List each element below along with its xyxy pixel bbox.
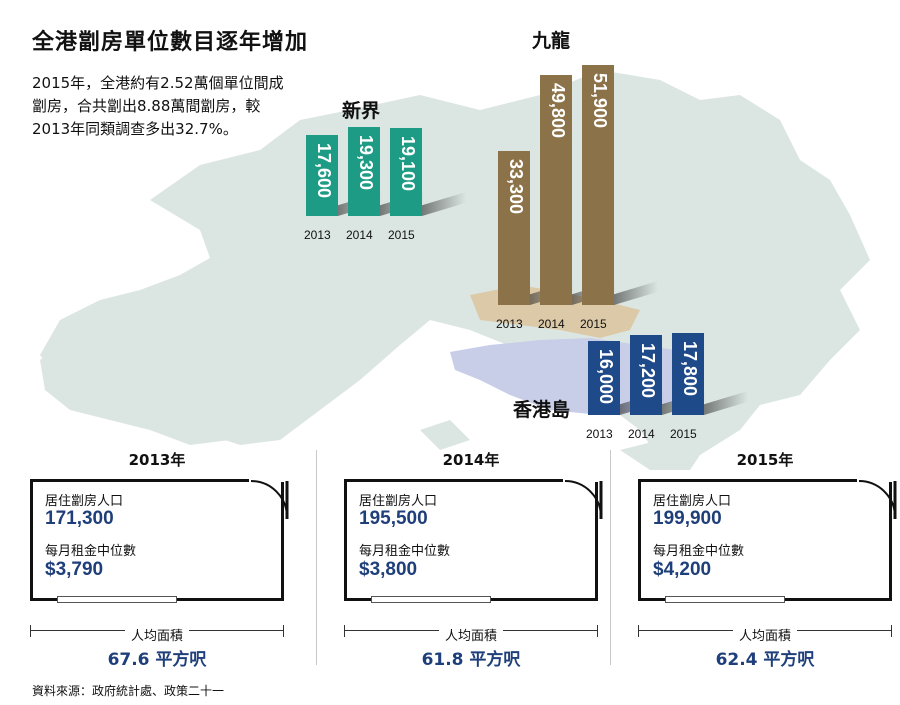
year-tick-label: 2015 bbox=[388, 228, 415, 242]
panel-year: 2013年 bbox=[128, 451, 186, 469]
window-icon bbox=[57, 596, 177, 603]
bar-value-label: 19,100 bbox=[398, 135, 418, 191]
panel-year: 2014年 bbox=[442, 451, 500, 469]
year-tick-label: 2015 bbox=[670, 427, 697, 441]
rent-label: 每月租金中位數 bbox=[45, 544, 137, 559]
rent-label: 每月租金中位數 bbox=[653, 544, 745, 559]
area-value: 61.8 平方呎 bbox=[421, 650, 521, 670]
bar-kowloon-2015: 51,900 bbox=[582, 65, 614, 305]
islet-shape bbox=[620, 440, 700, 470]
rent-value: $3,790 bbox=[45, 559, 104, 580]
bar-value-label: 19,300 bbox=[356, 134, 376, 190]
lantau-shape bbox=[40, 325, 250, 445]
room-outline: 居住劏房人口 195,500 每月租金中位數 $3,800 bbox=[344, 479, 603, 603]
population-label: 居住劏房人口 bbox=[653, 494, 732, 509]
bar-nt-2015: 19,100 bbox=[390, 127, 422, 216]
population-value: 195,500 bbox=[359, 508, 428, 529]
population-value: 171,300 bbox=[45, 508, 114, 529]
panel-divider bbox=[316, 450, 317, 665]
panel-2014: 2014年 居住劏房人口 195,500 每月租金中位數 $3,800 人均面積… bbox=[344, 445, 614, 675]
panel-2015: 2015年 居住劏房人口 199,900 每月租金中位數 $4,200 人均面積… bbox=[638, 445, 900, 675]
bar-nt-2013: 17,600 bbox=[306, 134, 338, 216]
population-label: 居住劏房人口 bbox=[359, 494, 438, 509]
area-value: 62.4 平方呎 bbox=[715, 650, 815, 670]
region-label-hk-island: 香港島 bbox=[513, 399, 571, 421]
area-label: 人均面積 bbox=[344, 625, 598, 644]
door-icon bbox=[563, 479, 603, 519]
panel-year: 2015年 bbox=[736, 451, 794, 469]
region-label-kowloon: 九龍 bbox=[532, 30, 571, 52]
bar-value-label: 33,300 bbox=[506, 159, 526, 215]
bar-value-label: 49,800 bbox=[548, 82, 568, 138]
source-note: 資料來源：政府統計處、政策二十一 bbox=[32, 684, 225, 698]
page-title: 全港劏房單位數目逐年增加 bbox=[32, 30, 309, 55]
area-label: 人均面積 bbox=[638, 625, 892, 644]
year-tick-label: 2013 bbox=[304, 228, 331, 242]
year-tick-label: 2015 bbox=[580, 317, 607, 331]
bar-value-label: 17,200 bbox=[638, 343, 658, 399]
area-label: 人均面積 bbox=[30, 625, 284, 644]
year-tick-label: 2013 bbox=[586, 427, 613, 441]
room-outline: 居住劏房人口 199,900 每月租金中位數 $4,200 bbox=[638, 479, 897, 603]
bar-value-label: 51,900 bbox=[590, 73, 610, 129]
bar-nt-2014: 19,300 bbox=[348, 126, 380, 216]
rent-value: $4,200 bbox=[653, 559, 712, 580]
year-tick-label: 2014 bbox=[346, 228, 373, 242]
door-icon bbox=[857, 479, 897, 519]
bar-kowloon-2013: 33,300 bbox=[498, 151, 530, 305]
bar-hk-island-2015: 17,800 bbox=[672, 332, 704, 415]
year-tick-label: 2014 bbox=[538, 317, 565, 331]
region-label-nt: 新界 bbox=[342, 100, 381, 122]
panel-2013: 2013年 居住劏房人口 171,300 每月租金中位數 $3,790 人均面積… bbox=[30, 445, 300, 675]
year-tick-label: 2013 bbox=[496, 317, 523, 331]
bar-hk-island-2013: 16,000 bbox=[588, 341, 620, 415]
bar-kowloon-2014: 49,800 bbox=[540, 74, 572, 305]
population-value: 199,900 bbox=[653, 508, 722, 529]
window-icon bbox=[665, 596, 785, 603]
intro-text: 2015年，全港約有2.52萬個單位間成劏房，合共劏出8.88萬間劏房，較201… bbox=[32, 74, 284, 138]
bar-value-label: 17,800 bbox=[680, 340, 700, 396]
panel-divider bbox=[610, 450, 611, 665]
rent-value: $3,800 bbox=[359, 559, 418, 580]
hk-island-region bbox=[450, 338, 700, 415]
window-icon bbox=[371, 596, 491, 603]
bar-value-label: 16,000 bbox=[596, 349, 616, 405]
bar-hk-island-2014: 17,200 bbox=[630, 335, 662, 415]
room-outline: 居住劏房人口 171,300 每月租金中位數 $3,790 bbox=[30, 479, 289, 603]
rent-label: 每月租金中位數 bbox=[359, 544, 451, 559]
bar-value-label: 17,600 bbox=[314, 142, 334, 198]
door-icon bbox=[249, 479, 289, 519]
islet-shape bbox=[420, 420, 470, 450]
area-value: 67.6 平方呎 bbox=[107, 650, 207, 670]
year-tick-label: 2014 bbox=[628, 427, 655, 441]
population-label: 居住劏房人口 bbox=[45, 494, 124, 509]
